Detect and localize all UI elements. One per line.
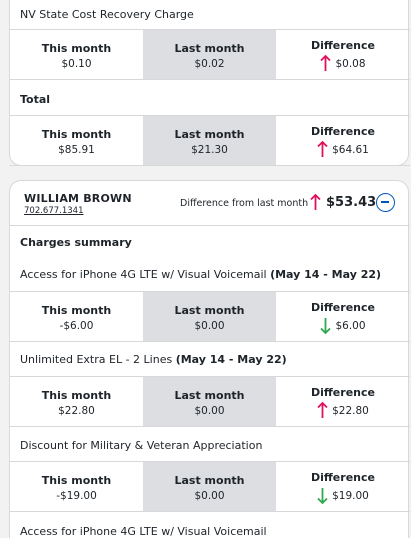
difference-value: $0.08	[335, 57, 366, 70]
arrow-down-icon	[320, 318, 332, 334]
last-month-column: Last month $0.00	[143, 292, 276, 341]
difference-total: $53.43	[310, 194, 376, 211]
charge-comparison-row: This month -$19.00 Last month $0.00 Diff…	[10, 461, 410, 512]
difference-column: Difference $6.00	[276, 292, 410, 341]
charge-comparison-row: This month $0.10 Last month $0.02 Differ…	[10, 29, 410, 80]
difference-value: $19.00	[332, 489, 369, 502]
line-owner-name: WILLIAM BROWN	[24, 192, 132, 205]
charge-item-name: Discount for Military & Veteran Apprecia…	[20, 439, 263, 452]
last-month-value: $0.02	[194, 58, 225, 70]
charge-item-period: (May 14 - May 22)	[175, 353, 287, 366]
charge-item-period: (May 14 - May 22)	[270, 268, 382, 281]
difference-value: $64.61	[332, 143, 369, 156]
line-phone-link[interactable]: 702.677.1341	[24, 206, 84, 216]
this-month-value: $0.10	[61, 58, 92, 70]
arrow-up-icon	[317, 141, 328, 157]
this-month-column: This month $22.80	[10, 377, 143, 426]
arrow-down-icon	[317, 488, 328, 504]
last-month-column: Last month $0.00	[143, 377, 276, 426]
charge-item-label: Unlimited Extra EL - 2 Lines (May 14 - M…	[20, 353, 287, 366]
this-month-header: This month	[41, 304, 112, 317]
difference-header: Difference	[311, 386, 375, 399]
total-comparison-row: This month $85.91 Last month $21.30 Diff…	[10, 115, 410, 166]
difference-header: Difference	[311, 125, 375, 138]
last-month-header: Last month	[174, 42, 245, 55]
this-month-column: This month -$19.00	[10, 462, 143, 511]
this-month-header: This month	[41, 42, 112, 55]
divider	[10, 225, 410, 226]
last-month-column: Last month $0.02	[143, 30, 276, 79]
difference-header: Difference	[311, 301, 375, 314]
this-month-header: This month	[41, 128, 112, 141]
difference-value: $6.00	[335, 319, 366, 332]
arrow-up-icon	[320, 55, 332, 71]
difference-column: Difference $22.80	[276, 377, 410, 426]
charge-comparison-row: This month $22.80 Last month $0.00 Diffe…	[10, 376, 410, 427]
charge-item-label: Access for iPhone 4G LTE w/ Visual Voice…	[20, 525, 267, 538]
difference-value: $22.80	[332, 404, 369, 417]
this-month-value: -$6.00	[59, 320, 94, 332]
collapse-button[interactable]	[376, 193, 395, 212]
difference-header: Difference	[311, 39, 375, 52]
this-month-header: This month	[41, 389, 112, 402]
charge-item-label: Discount for Military & Veteran Apprecia…	[20, 439, 262, 452]
difference-column: Difference $19.00	[276, 462, 410, 511]
charge-item-name: Unlimited Extra EL - 2 Lines	[20, 353, 173, 366]
this-month-header: This month	[41, 474, 112, 487]
charge-item-label: Access for iPhone 4G LTE w/ Visual Voice…	[20, 268, 381, 281]
this-month-column: This month $0.10	[10, 30, 143, 79]
last-month-header: Last month	[174, 474, 245, 487]
last-month-value: $0.00	[194, 320, 225, 332]
line-charges-card: WILLIAM BROWN 702.677.1341 Difference fr…	[9, 180, 410, 538]
arrow-up-icon	[310, 194, 321, 210]
arrow-up-icon	[317, 402, 328, 418]
last-month-value: $21.30	[191, 144, 228, 156]
last-month-value: $0.00	[194, 490, 225, 502]
last-month-value: $0.00	[194, 405, 225, 417]
charge-label: NV State Cost Recovery Charge	[20, 8, 194, 21]
this-month-value: $85.91	[58, 144, 95, 156]
difference-total-amount: $53.43	[326, 195, 377, 210]
difference-column: Difference $64.61	[276, 116, 410, 165]
last-month-header: Last month	[174, 304, 245, 317]
this-month-value: $22.80	[58, 405, 95, 417]
this-month-column: This month $85.91	[10, 116, 143, 165]
last-month-column: Last month $0.00	[143, 462, 276, 511]
total-label: Total	[20, 93, 51, 106]
this-month-column: This month -$6.00	[10, 292, 143, 341]
last-month-header: Last month	[174, 128, 245, 141]
charges-summary-title: Charges summary	[20, 236, 132, 249]
charge-item-name: Access for iPhone 4G LTE w/ Visual Voice…	[20, 268, 267, 281]
last-month-header: Last month	[174, 389, 245, 402]
account-charges-card: NV State Cost Recovery Charge This month…	[9, 0, 410, 166]
difference-header: Difference	[311, 471, 375, 484]
difference-column: Difference $0.08	[276, 30, 410, 79]
this-month-value: -$19.00	[56, 490, 97, 502]
charge-comparison-row: This month -$6.00 Last month $0.00 Diffe…	[10, 291, 410, 342]
last-month-column: Last month $21.30	[143, 116, 276, 165]
difference-from-last-month-label: Difference from last month	[180, 198, 309, 209]
